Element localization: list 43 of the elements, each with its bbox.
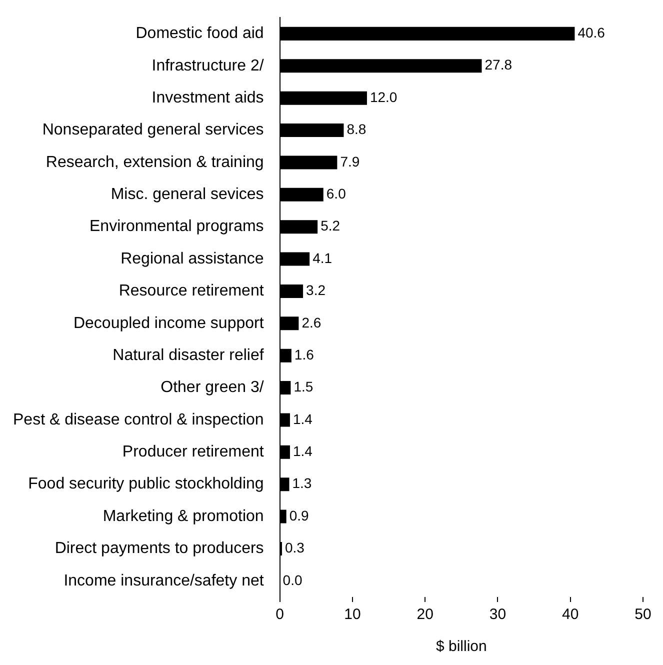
data-label: 5.2 bbox=[320, 218, 340, 234]
x-tick-label: 50 bbox=[634, 606, 652, 624]
y-tick-label: Research, extension & training bbox=[46, 154, 264, 171]
data-label: 4.1 bbox=[312, 250, 332, 266]
x-axis-title: $ billion bbox=[436, 638, 487, 656]
data-label: 12.0 bbox=[370, 88, 398, 105]
data-label: 6.0 bbox=[326, 186, 346, 202]
data-label: 1.4 bbox=[292, 410, 313, 427]
y-tick-label: Other green 3/ bbox=[160, 379, 264, 396]
y-tick-label: Natural disaster relief bbox=[112, 346, 264, 364]
y-tick-label: Direct payments to producers bbox=[54, 540, 264, 558]
data-label: 2.6 bbox=[302, 314, 322, 330]
y-tick-label: Income insurance/safety net bbox=[64, 572, 264, 590]
y-tick-label: Producer retirement bbox=[122, 444, 264, 461]
y-tick-label: Domestic food aid bbox=[136, 25, 264, 42]
data-label: 0.9 bbox=[289, 507, 310, 524]
x-tick-label: 20 bbox=[416, 606, 434, 624]
x-tick-label: 10 bbox=[344, 606, 361, 624]
x-tick-label: 0 bbox=[276, 606, 284, 624]
y-tick-label: Resource retirement bbox=[118, 282, 264, 300]
y-tick-label: Decoupled income support bbox=[73, 314, 264, 332]
data-label: 8.8 bbox=[346, 121, 366, 138]
y-tick-label: Misc. general sevices bbox=[110, 186, 264, 204]
y-tick-label: Regional assistance bbox=[120, 250, 264, 268]
data-label: 7.9 bbox=[340, 153, 360, 170]
y-tick-label: Investment aids bbox=[152, 89, 264, 106]
x-tick-label: 40 bbox=[562, 606, 579, 624]
data-label: 40.6 bbox=[578, 24, 606, 41]
x-tick-label: 30 bbox=[489, 606, 506, 624]
data-label: 1.4 bbox=[292, 443, 313, 460]
data-label: 3.2 bbox=[306, 282, 326, 298]
data-label: 0.0 bbox=[282, 572, 302, 588]
data-label: 1.5 bbox=[294, 378, 314, 395]
y-tick-label: Pest & disease control & inspection bbox=[12, 411, 264, 428]
y-tick-label: Nonseparated general services bbox=[42, 122, 264, 139]
y-tick-label: Environmental programs bbox=[90, 218, 264, 236]
y-tick-label: Marketing & promotion bbox=[102, 508, 264, 525]
y-tick-label: Food security public stockholding bbox=[28, 476, 264, 493]
data-label: 27.8 bbox=[484, 56, 512, 73]
data-label: 1.3 bbox=[292, 475, 312, 492]
data-label: 1.6 bbox=[294, 346, 314, 362]
y-tick-label: Infrastructure 2/ bbox=[152, 57, 264, 74]
data-label: 0.3 bbox=[284, 540, 305, 556]
